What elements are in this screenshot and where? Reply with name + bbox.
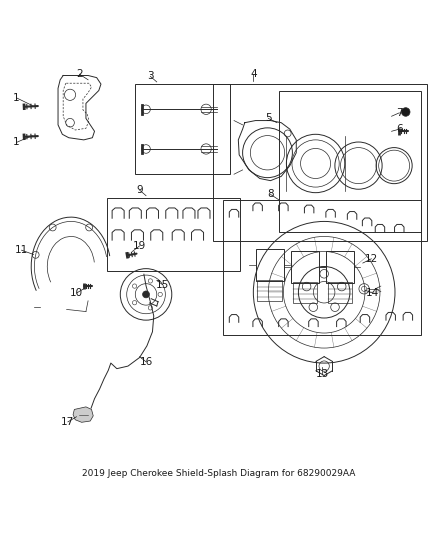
Text: 9: 9 <box>136 185 143 195</box>
Bar <box>258 280 282 301</box>
Text: 1: 1 <box>13 93 20 103</box>
Text: 12: 12 <box>365 254 378 264</box>
Text: 19: 19 <box>133 241 146 251</box>
Bar <box>135 84 230 174</box>
Bar <box>293 282 317 303</box>
Bar <box>279 91 421 232</box>
Text: 4: 4 <box>250 69 257 79</box>
Bar <box>291 252 319 284</box>
Bar <box>328 282 352 303</box>
Bar <box>256 249 283 281</box>
Bar <box>326 252 354 284</box>
Text: 10: 10 <box>70 288 83 298</box>
Text: 15: 15 <box>156 279 169 289</box>
Circle shape <box>401 108 410 116</box>
Text: 17: 17 <box>61 417 74 427</box>
Text: 7: 7 <box>396 108 403 118</box>
Bar <box>212 84 427 241</box>
Text: 2019 Jeep Cherokee Shield-Splash Diagram for 68290029AA: 2019 Jeep Cherokee Shield-Splash Diagram… <box>82 469 356 478</box>
Text: 8: 8 <box>267 189 274 199</box>
Text: 5: 5 <box>265 114 272 124</box>
Bar <box>223 200 421 335</box>
Text: 2: 2 <box>76 69 83 79</box>
Text: 16: 16 <box>139 357 153 367</box>
Bar <box>107 198 240 271</box>
Text: 13: 13 <box>315 369 328 379</box>
Text: 3: 3 <box>147 71 154 82</box>
Text: 1: 1 <box>13 138 20 148</box>
Text: 6: 6 <box>396 124 403 134</box>
Circle shape <box>143 291 149 298</box>
Polygon shape <box>73 407 93 422</box>
Text: 14: 14 <box>366 288 379 298</box>
Text: 11: 11 <box>15 245 28 255</box>
